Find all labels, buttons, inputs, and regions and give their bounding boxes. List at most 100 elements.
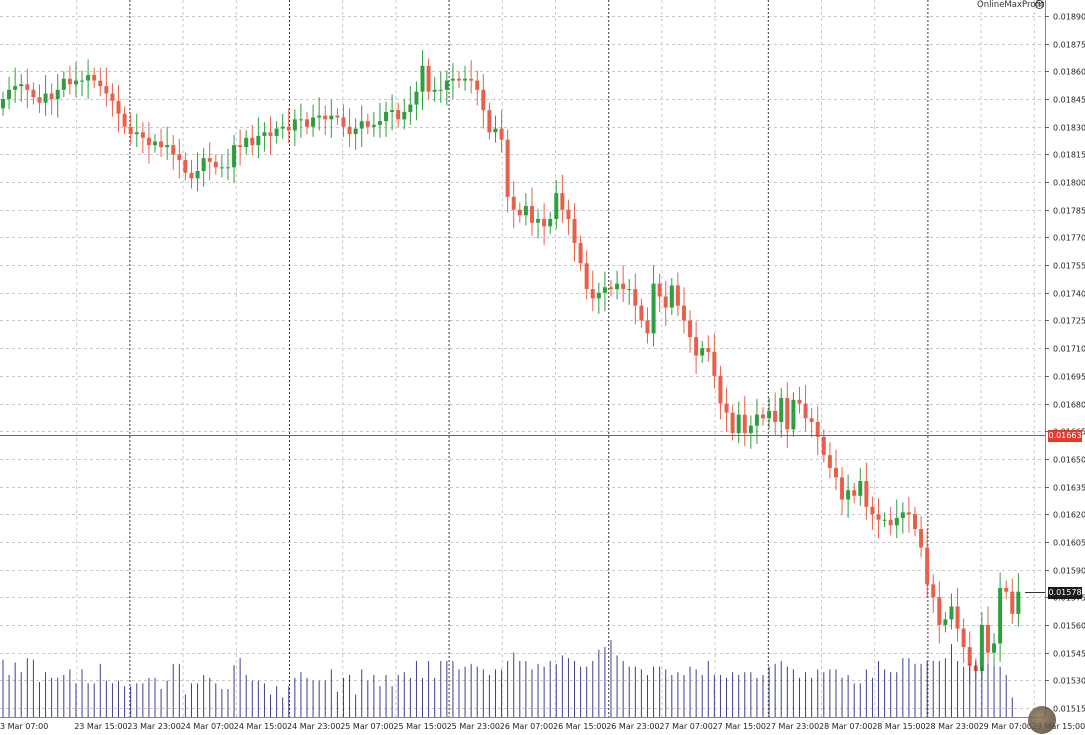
candle-body [913, 514, 917, 530]
y-tick-label: 0.01515 [1053, 705, 1085, 714]
candle-body [146, 137, 151, 146]
candle-body [718, 375, 723, 404]
candle-body [298, 119, 303, 121]
candle-body [493, 128, 498, 133]
candle-body [578, 242, 583, 264]
x-tick-label: 26 Mar 07:00 [500, 722, 553, 731]
x-tick-label: 26 Mar 15:00 [553, 722, 606, 731]
candle-body [177, 154, 182, 160]
candle-body [572, 218, 577, 243]
candle-body [906, 512, 911, 515]
y-tick-label: 0.01545 [1053, 650, 1085, 659]
y-tick-label: 0.01815 [1053, 151, 1085, 160]
candle-body [469, 78, 474, 81]
candle-body [900, 512, 905, 518]
candle-body [852, 490, 857, 496]
candle-body [1016, 591, 1021, 614]
candle-body [305, 119, 309, 127]
y-tick-label: 0.01590 [1053, 567, 1085, 576]
candle-body [80, 80, 85, 82]
candle-body [475, 80, 480, 90]
x-tick-label: 27 Mar 23:00 [766, 722, 819, 731]
candle-body [183, 159, 188, 173]
y-tick-label: 0.01755 [1053, 262, 1085, 271]
y-tick-label: 0.01710 [1053, 345, 1085, 354]
x-tick-label: 25 Mar 15:00 [393, 722, 446, 731]
candle-body [250, 137, 255, 146]
candle-body [450, 78, 455, 81]
candle-body [548, 218, 553, 227]
candle-body [523, 206, 528, 216]
candle-body [207, 158, 212, 162]
candle-body [13, 86, 18, 90]
candle-body [219, 167, 224, 169]
last-price-tag: 0.01578 [1048, 586, 1082, 599]
x-tick-label: 24 Mar 23:00 [287, 722, 340, 731]
price-axis-panel [1045, 0, 1085, 735]
candle-body [317, 115, 322, 118]
candle-body [694, 337, 699, 356]
candle-body [688, 320, 693, 338]
candle-body [165, 145, 170, 148]
candle-body [840, 477, 845, 500]
candle-body [955, 606, 960, 629]
x-tick-label: 23 Mar 23:00 [127, 722, 180, 731]
close-icon[interactable]: ✕ [1035, 0, 1044, 9]
y-tick-label: 0.01530 [1053, 677, 1085, 686]
y-tick-label: 0.01830 [1053, 124, 1085, 133]
candle-body [827, 455, 832, 469]
candle-body [262, 132, 267, 136]
candle-body [335, 115, 340, 118]
candle-body [19, 84, 24, 87]
candle-body [785, 397, 790, 430]
candle-body [985, 624, 990, 653]
candle-body [536, 218, 541, 223]
video-overlay-button-icon[interactable] [1028, 706, 1056, 734]
candle-body [645, 320, 650, 334]
candle-body [542, 218, 547, 227]
candle-body [268, 132, 273, 136]
candle-body [803, 403, 808, 419]
candle-body [511, 196, 516, 210]
candle-body [949, 606, 954, 620]
candle-body [408, 104, 413, 112]
candle-body [967, 647, 972, 666]
candle-body [651, 283, 656, 334]
candle-body [347, 126, 352, 135]
candle-body [529, 206, 534, 223]
x-tick-label: 26 Mar 23:00 [606, 722, 659, 731]
candle-body [1, 99, 5, 109]
candle-body [888, 519, 893, 526]
candle-body [615, 283, 620, 290]
x-tick-label: 24 Mar 07:00 [181, 722, 234, 731]
x-tick-label: 3 Mar 07:00 [0, 722, 48, 731]
candle-body [49, 93, 54, 100]
candle-body [122, 113, 127, 127]
y-tick-label: 0.01725 [1053, 317, 1085, 326]
y-tick-label: 0.01770 [1053, 234, 1085, 243]
candle-body [341, 117, 346, 127]
candle-body [98, 80, 103, 87]
candle-body [92, 75, 97, 81]
candle-body [420, 65, 425, 92]
candle-body [633, 289, 638, 306]
y-tick-label: 0.01800 [1053, 179, 1085, 188]
candle-body [256, 135, 261, 146]
y-tick-label: 0.01860 [1053, 68, 1085, 77]
x-tick-label: 29 Mar 15:00 [1032, 722, 1085, 731]
candle-body [864, 481, 869, 507]
candle-body [153, 141, 157, 146]
y-tick-label: 0.01845 [1053, 96, 1085, 105]
x-tick-label: 27 Mar 07:00 [659, 722, 712, 731]
candle-body [390, 110, 395, 112]
candle-body [870, 506, 875, 515]
candle-body [998, 588, 1003, 644]
candle-body [943, 619, 948, 625]
candle-body [609, 287, 613, 290]
candle-body [159, 141, 164, 148]
candle-body [791, 399, 796, 430]
candle-body [432, 89, 437, 92]
candle-body [365, 121, 370, 127]
